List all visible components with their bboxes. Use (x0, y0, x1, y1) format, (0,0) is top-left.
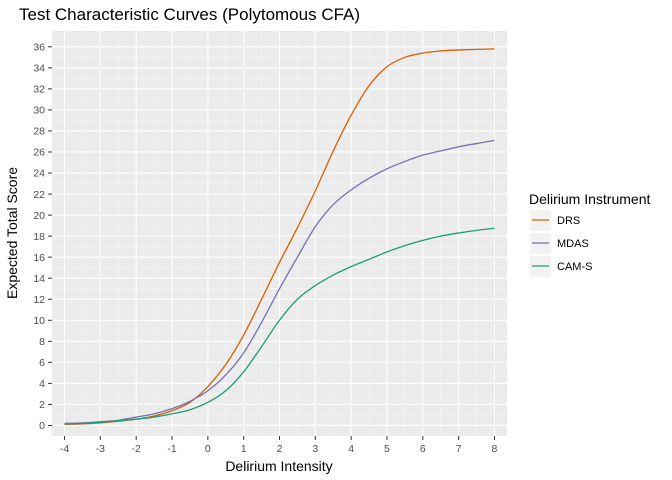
y-tick-label: 6 (39, 357, 45, 369)
x-axis-label: Delirium Intensity (225, 458, 332, 474)
y-tick-label: 10 (33, 315, 45, 327)
x-tick-label: 6 (420, 443, 426, 455)
y-tick-label: 16 (33, 252, 45, 264)
legend-label-cam-s: CAM-S (557, 261, 592, 273)
x-tick-label: 0 (205, 443, 211, 455)
legend: Delirium Instrument DRS MDAS CAM-S (529, 191, 650, 277)
x-tick-label: -3 (96, 443, 105, 455)
x-tick-label: 2 (277, 443, 283, 455)
y-tick-label: 32 (33, 84, 45, 96)
x-axis-ticks: -4 -3 -2 -1 0 1 2 3 4 5 6 7 8 (60, 436, 498, 455)
y-tick-label: 8 (39, 336, 45, 348)
y-axis-label: Expected Total Score (4, 167, 20, 299)
x-tick-label: 1 (241, 443, 247, 455)
legend-items: DRS MDAS CAM-S (530, 210, 592, 277)
series-line-cam-s (64, 227, 495, 425)
series-line-mdas (64, 139, 495, 425)
y-tick-label: 2 (39, 399, 45, 411)
x-tick-label: -1 (167, 443, 176, 455)
x-tick-label: 7 (456, 443, 462, 455)
y-tick-label: 0 (39, 420, 45, 432)
y-tick-label: 14 (33, 273, 45, 285)
x-tick-label: 4 (348, 443, 354, 455)
y-tick-label: 12 (33, 294, 45, 306)
y-tick-label: 34 (33, 63, 45, 75)
x-tick-label: 8 (492, 443, 498, 455)
y-tick-label: 26 (33, 147, 45, 159)
y-tick-label: 30 (33, 105, 45, 117)
y-tick-label: 24 (33, 168, 45, 180)
y-tick-label: 18 (33, 231, 45, 243)
y-tick-label: 36 (33, 41, 45, 53)
y-tick-label: 20 (33, 210, 45, 222)
legend-label-mdas: MDAS (557, 238, 589, 250)
y-tick-label: 28 (33, 126, 45, 138)
x-tick-label: -4 (60, 443, 69, 455)
x-tick-label: 5 (384, 443, 390, 455)
y-tick-label: 22 (33, 189, 45, 201)
y-tick-label: 4 (39, 378, 45, 390)
x-tick-label: -2 (132, 443, 141, 455)
chart-title: Test Characteristic Curves (Polytomous C… (19, 5, 360, 24)
x-tick-label: 3 (312, 443, 318, 455)
legend-title: Delirium Instrument (529, 191, 650, 207)
legend-label-drs: DRS (557, 215, 580, 227)
series-lines (64, 48, 495, 426)
grid-lines (52, 31, 507, 436)
